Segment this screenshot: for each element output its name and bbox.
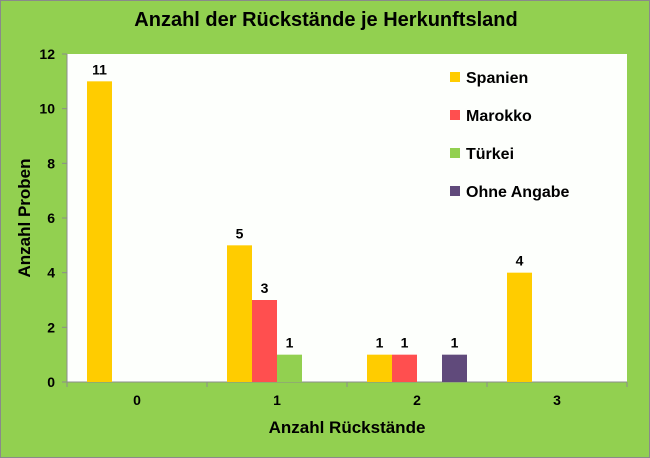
y-axis-label: Anzahl Proben <box>15 158 34 277</box>
data-label: 11 <box>92 61 107 77</box>
y-tick-label: 12 <box>39 46 55 62</box>
y-tick-label: 4 <box>47 265 55 281</box>
x-tick-label: 3 <box>553 392 561 408</box>
data-label: 1 <box>401 335 409 351</box>
x-tick-label: 0 <box>133 392 141 408</box>
legend-swatch <box>450 72 460 82</box>
data-label: 1 <box>376 335 384 351</box>
plot-area <box>67 54 627 382</box>
bar-spanien <box>227 245 252 382</box>
bar-spanien <box>367 354 392 382</box>
data-label: 5 <box>236 225 244 241</box>
legend-swatch <box>450 110 460 120</box>
bar-türkei <box>277 354 302 382</box>
y-tick-label: 6 <box>47 210 55 226</box>
data-label: 1 <box>286 335 294 351</box>
data-label: 3 <box>261 280 269 296</box>
legend-swatch <box>450 186 460 196</box>
x-axis-label: Anzahl Rückstände <box>269 418 426 437</box>
x-tick-label: 1 <box>273 392 281 408</box>
bar-marokko <box>252 300 277 382</box>
data-label: 4 <box>516 253 524 269</box>
bar-spanien <box>87 81 112 382</box>
bar-ohne-angabe <box>442 354 467 382</box>
y-tick-label: 2 <box>47 319 55 335</box>
legend-swatch <box>450 148 460 158</box>
bar-marokko <box>392 354 417 382</box>
legend-label: Spanien <box>466 70 528 87</box>
x-tick-label: 2 <box>413 392 421 408</box>
data-label: 1 <box>451 335 459 351</box>
y-tick-label: 8 <box>47 155 55 171</box>
legend-label: Türkei <box>466 146 514 163</box>
legend-label: Ohne Angabe <box>466 184 570 201</box>
y-tick-label: 10 <box>39 101 55 117</box>
bar-spanien <box>507 272 532 382</box>
y-tick-label: 0 <box>47 374 55 390</box>
legend-label: Marokko <box>466 108 532 125</box>
chart-title: Anzahl der Rückstände je Herkunftsland <box>134 9 518 31</box>
